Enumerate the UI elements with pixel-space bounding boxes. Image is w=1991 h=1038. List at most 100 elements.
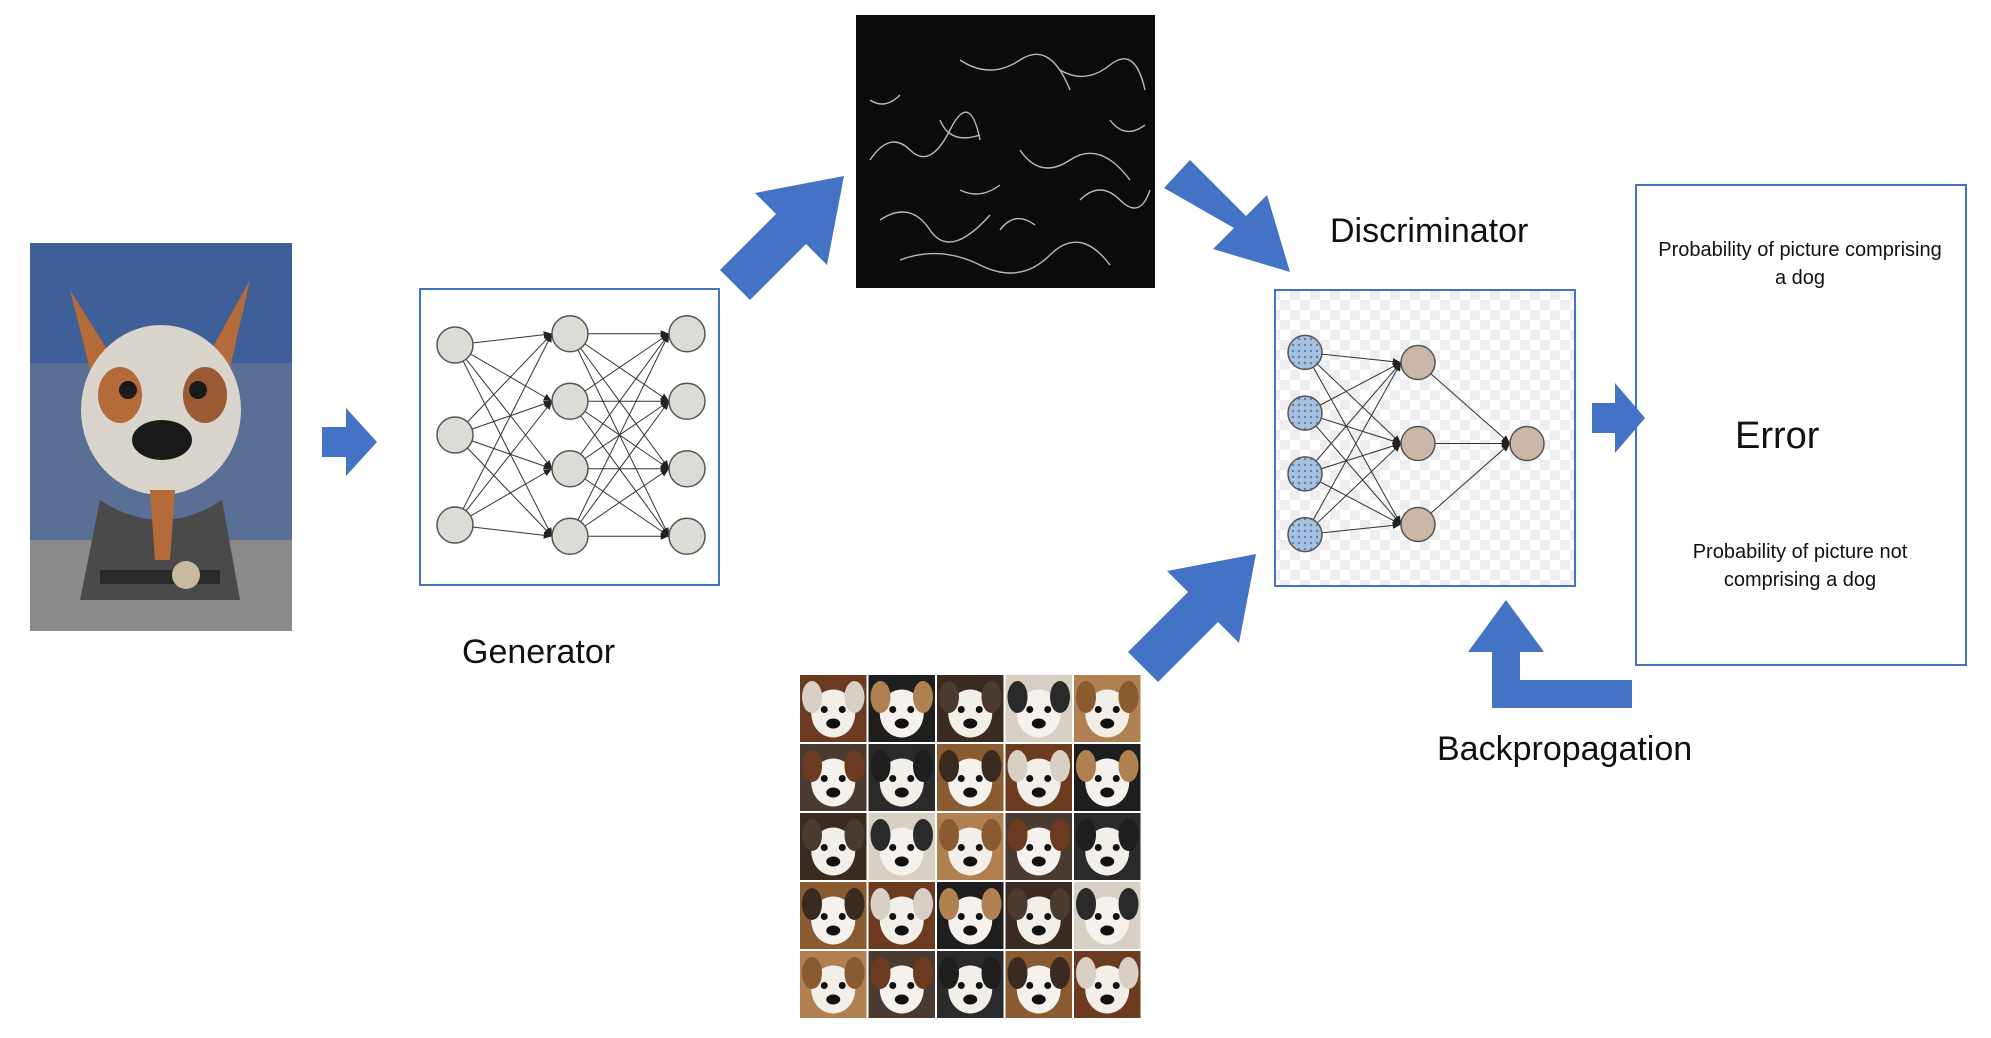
dog-face-cell bbox=[937, 744, 1004, 811]
generator-edge-arrowhead bbox=[543, 527, 552, 537]
discriminator-label: Discriminator bbox=[1330, 212, 1529, 250]
dog-face-cell bbox=[1074, 744, 1141, 811]
dog-face-cell bbox=[1074, 813, 1141, 880]
discriminator-edge-arrowhead bbox=[1392, 435, 1401, 444]
generator-edge bbox=[569, 468, 670, 537]
edge-noise-image bbox=[856, 15, 1155, 288]
generator-edge-arrowhead bbox=[662, 333, 669, 343]
generator-edge-arrowhead bbox=[661, 401, 669, 411]
discriminator-node bbox=[1400, 506, 1436, 543]
generator-edge bbox=[569, 400, 670, 537]
generator-edge-arrowhead bbox=[544, 460, 552, 469]
generator-edge-arrowhead bbox=[543, 531, 552, 539]
generator-node bbox=[668, 517, 706, 555]
collage-dog-icon bbox=[30, 243, 292, 631]
prob-dog-label: Probability of picture comprising a dog bbox=[1658, 239, 1942, 289]
discriminator-edge-arrowhead bbox=[1392, 521, 1401, 529]
discriminator-edge bbox=[1304, 352, 1402, 525]
dog-face-cell bbox=[800, 882, 867, 949]
generator-edge bbox=[569, 333, 670, 537]
discriminator-edge bbox=[1304, 473, 1402, 525]
generator-edge-arrowhead bbox=[660, 468, 669, 477]
arrow-image-to-discriminator bbox=[1164, 160, 1290, 272]
discriminator-node bbox=[1287, 334, 1323, 371]
discriminator-edge-arrowhead bbox=[1393, 362, 1401, 372]
generator-label: Generator bbox=[462, 633, 616, 671]
discriminator-node bbox=[1287, 456, 1323, 492]
arrow-discriminator-to-output bbox=[1592, 383, 1645, 453]
prob-not-dog-label: Probability of picture not comprising a … bbox=[1692, 541, 1908, 591]
dog-face-cell bbox=[868, 813, 935, 880]
discriminator-edge bbox=[1304, 352, 1402, 444]
generator-edge bbox=[454, 333, 553, 526]
discriminator-edge bbox=[1304, 443, 1402, 535]
dog-face-cell bbox=[937, 882, 1004, 949]
dog-face-cell bbox=[937, 813, 1004, 880]
dog-face-cell bbox=[1005, 675, 1072, 742]
dog-face-cell bbox=[1005, 951, 1072, 1018]
discriminator-edge bbox=[1304, 412, 1402, 525]
discriminator-node bbox=[1509, 425, 1545, 462]
discriminator-edge bbox=[1304, 362, 1402, 414]
generator-edge-arrowhead bbox=[543, 462, 552, 470]
generator-edge-arrowhead bbox=[660, 532, 669, 540]
generator-node bbox=[668, 450, 706, 488]
discriminator-edge-arrowhead bbox=[1501, 435, 1510, 444]
discriminator-edge-arrowhead bbox=[1501, 443, 1510, 452]
dog-face-cell bbox=[868, 951, 935, 1018]
generator-edge-arrowhead bbox=[543, 468, 552, 476]
dog-face-cell bbox=[937, 951, 1004, 1018]
dog-face-cell bbox=[1074, 882, 1141, 949]
generator-edge bbox=[569, 333, 670, 402]
discriminator-edge bbox=[1304, 362, 1402, 475]
backpropagation-arrow bbox=[1468, 600, 1632, 708]
generator-node bbox=[436, 506, 474, 544]
output-box bbox=[1635, 184, 1967, 666]
generator-edge bbox=[454, 400, 553, 526]
discriminator-edge-arrowhead bbox=[1501, 439, 1510, 448]
dog-face-cell bbox=[800, 744, 867, 811]
generator-edge bbox=[454, 333, 553, 436]
generator-node bbox=[551, 315, 589, 353]
discriminator-node bbox=[1400, 344, 1436, 381]
arrow-generator-to-image bbox=[720, 176, 844, 300]
generator-node bbox=[668, 315, 706, 353]
generator-node bbox=[551, 450, 589, 488]
discriminator-edge-arrowhead bbox=[1392, 443, 1401, 452]
dog-faces-grid bbox=[800, 675, 1141, 1018]
generator-edge-arrowhead bbox=[543, 394, 552, 402]
generator-edge-arrowhead bbox=[545, 333, 552, 343]
arrow-real-to-discriminator bbox=[1128, 554, 1256, 682]
generator-edge bbox=[454, 344, 553, 537]
dog-face-cell bbox=[1005, 882, 1072, 949]
dog-face-cell bbox=[868, 675, 935, 742]
generator-node bbox=[551, 517, 589, 555]
dog-face-cell bbox=[937, 675, 1004, 742]
dog-face-cell bbox=[868, 882, 935, 949]
error-label: Error bbox=[1735, 415, 1820, 457]
discriminator-network bbox=[1287, 334, 1545, 553]
generator-edge bbox=[454, 434, 553, 537]
generator-network bbox=[436, 315, 706, 555]
generator-node bbox=[436, 326, 474, 364]
backpropagation-label: Backpropagation bbox=[1437, 730, 1693, 768]
discriminator-edge bbox=[1417, 362, 1511, 444]
dog-face-cell bbox=[800, 813, 867, 880]
dog-face-cell bbox=[868, 744, 935, 811]
discriminator-node bbox=[1287, 395, 1323, 431]
dog-face-cell bbox=[1005, 744, 1072, 811]
dog-face-cell bbox=[1074, 675, 1141, 742]
generator-edge-arrowhead bbox=[544, 401, 552, 410]
discriminator-edge bbox=[1304, 362, 1402, 535]
generator-edge bbox=[454, 344, 553, 470]
discriminator-node bbox=[1400, 425, 1436, 462]
discriminator-node bbox=[1287, 516, 1323, 553]
discriminator-edge bbox=[1417, 443, 1511, 525]
generator-node bbox=[436, 416, 474, 454]
generator-edge bbox=[569, 333, 670, 470]
generator-edge-arrowhead bbox=[543, 331, 552, 339]
discriminator-edge-arrowhead bbox=[1392, 437, 1401, 445]
generator-node bbox=[668, 382, 706, 420]
dog-face-cell bbox=[800, 675, 867, 742]
